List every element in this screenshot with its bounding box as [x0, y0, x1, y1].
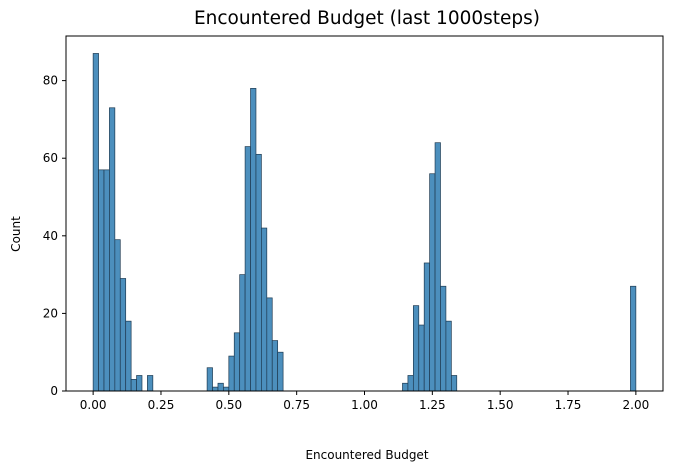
histogram-bar: [223, 386, 230, 392]
histogram-bar: [418, 324, 425, 392]
histogram-bar: [239, 274, 246, 392]
plot-area-frame: [65, 35, 664, 392]
histogram-bar: [228, 355, 235, 392]
histogram-bar: [92, 53, 99, 392]
histogram-bar: [255, 153, 262, 392]
histogram-bar: [114, 239, 121, 392]
x-tick-label: 1.75: [555, 398, 582, 412]
histogram-bar: [429, 173, 436, 392]
x-tick-label: 2.00: [623, 398, 650, 412]
histogram-bar: [277, 351, 284, 392]
histogram-bar: [217, 382, 224, 392]
y-tick-label: 80: [43, 74, 58, 88]
x-tick-label: 1.50: [487, 398, 514, 412]
histogram-bar: [130, 379, 137, 392]
y-axis-ticks: 0 20 40 60 80: [43, 74, 66, 398]
histogram-bar: [98, 169, 105, 392]
y-tick-label: 60: [43, 151, 58, 165]
x-tick-label: 0.50: [215, 398, 242, 412]
histogram-bar: [212, 386, 219, 392]
histogram-bar: [434, 142, 441, 392]
x-tick-label: 0.75: [283, 398, 310, 412]
x-tick-label: 0.00: [80, 398, 107, 412]
chart-title: Encountered Budget (last 1000steps): [194, 8, 540, 29]
histogram-bar: [244, 146, 251, 392]
y-tick-label: 20: [43, 306, 58, 320]
histogram-bar: [445, 320, 452, 392]
histogram-bar: [119, 278, 127, 392]
x-tick-label: 0.25: [148, 398, 175, 412]
histogram-bar: [440, 285, 447, 392]
histogram-bar: [103, 169, 110, 392]
histogram-bar: [109, 107, 116, 392]
histogram-bar: [136, 375, 143, 392]
histogram-bars: [92, 53, 637, 392]
histogram-bar: [450, 375, 458, 392]
histogram-bar: [423, 262, 430, 392]
histogram-bar: [630, 285, 637, 392]
histogram-bar: [250, 88, 257, 392]
x-axis-label: Encountered Budget: [305, 448, 428, 462]
histogram-bar: [412, 305, 420, 392]
histogram-bar: [402, 382, 409, 392]
x-tick-label: 1.00: [351, 398, 378, 412]
y-axis-label: Count: [9, 216, 23, 252]
histogram-bar: [233, 332, 241, 392]
histogram-bar: [206, 367, 213, 392]
histogram-bar: [125, 320, 132, 392]
histogram-bar: [261, 227, 268, 392]
histogram-bar: [147, 375, 154, 392]
histogram-bar: [407, 375, 414, 392]
y-tick-label: 40: [43, 229, 58, 243]
x-axis-ticks: 0.00 0.25 0.50 0.75 1.00 1.25 1.50 1.75 2.00: [80, 391, 649, 412]
y-tick-label: 0: [50, 384, 58, 398]
histogram-bar: [266, 297, 273, 392]
x-tick-label: 1.25: [419, 398, 446, 412]
histogram-bar: [271, 340, 279, 392]
